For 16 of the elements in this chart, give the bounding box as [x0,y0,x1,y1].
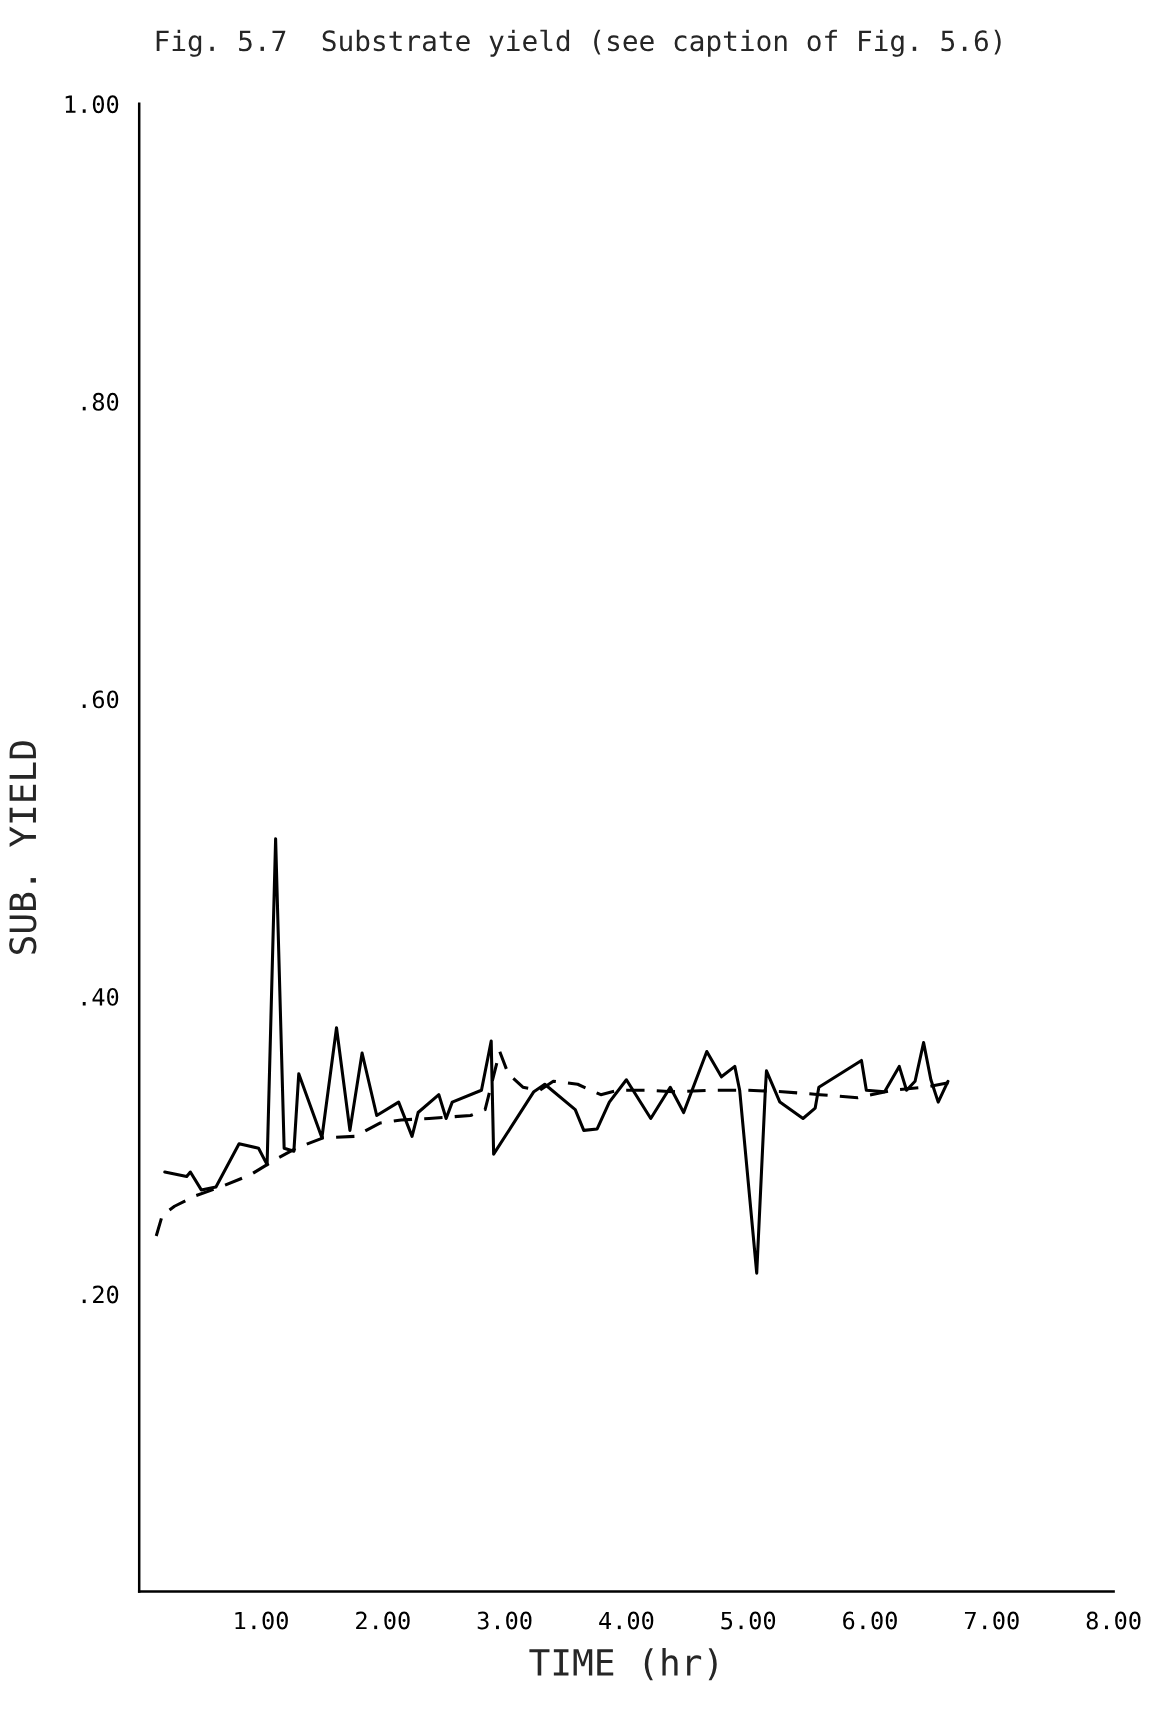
y-tick-label: .60 [82,690,119,709]
y-axis-title: SUB. YIELD [9,741,37,954]
x-tick-label: 2.00 [356,1611,410,1630]
x-tick-label: 7.00 [964,1611,1019,1630]
y-tick-label: .20 [82,1285,119,1304]
x-tick-label: 1.00 [235,1611,288,1630]
y-tick-label: .40 [82,987,119,1006]
x-tick-label: 4.00 [599,1611,654,1630]
y-tick-label: .80 [82,392,119,411]
x-tick-label: 3.00 [477,1611,532,1630]
chart-title: Fig. 5.7 Substrate yield (see caption of Fig. 5.6) [156,29,1001,57]
x-tick-label: 5.00 [721,1611,776,1630]
x-axis-title: TIME (hr) [529,1648,717,1681]
x-tick-label: 6.00 [843,1611,897,1630]
y-tick-label: 1.00 [65,95,119,114]
x-tick-label: 8.00 [1086,1611,1141,1630]
